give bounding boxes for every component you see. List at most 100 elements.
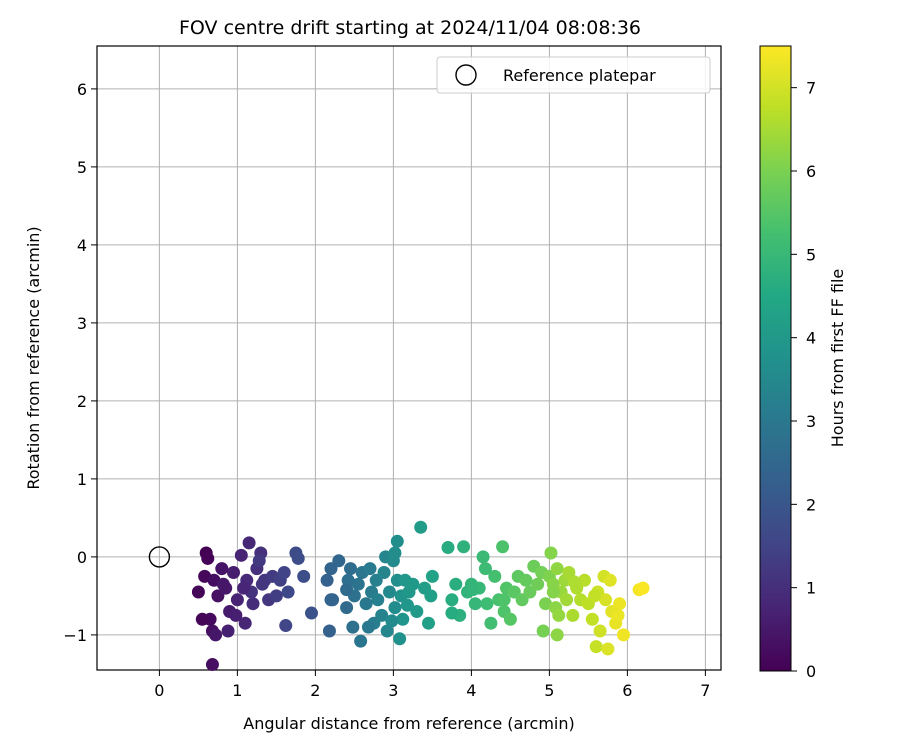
x-tick-label: 3 [388, 681, 398, 700]
data-point [281, 585, 295, 599]
data-point [201, 551, 215, 565]
data-point [636, 581, 650, 595]
data-point [322, 624, 336, 638]
colorbar-tick-label: 6 [806, 162, 816, 181]
data-point [601, 642, 615, 656]
data-point [478, 562, 492, 576]
x-tick-label: 6 [622, 681, 632, 700]
x-tick-label: 4 [466, 681, 476, 700]
data-point [396, 612, 410, 626]
data-point [536, 624, 550, 638]
data-point [424, 589, 438, 603]
data-point [468, 597, 482, 611]
data-point [209, 628, 223, 642]
data-point [205, 658, 219, 672]
data-point [544, 546, 558, 560]
data-point [359, 597, 373, 611]
data-point [503, 612, 517, 626]
data-point [588, 589, 602, 603]
data-point [617, 628, 630, 642]
data-point [445, 593, 459, 607]
legend-label-reference: Reference platepar [503, 66, 656, 85]
data-point [195, 612, 209, 626]
y-tick-label: 3 [77, 314, 87, 333]
data-point [238, 616, 252, 630]
data-point [589, 640, 603, 654]
data-point [252, 554, 266, 568]
colorbar-tick-label: 5 [806, 245, 816, 264]
chart-title: FOV centre drift starting at 2024/11/04 … [179, 17, 641, 39]
data-point [593, 624, 607, 638]
data-point [480, 597, 494, 611]
data-point [611, 608, 625, 622]
data-point [269, 589, 283, 603]
x-tick-label: 0 [154, 681, 164, 700]
y-tick-label: −1 [63, 626, 87, 645]
legend-reference-icon [455, 64, 477, 86]
data-point [340, 583, 354, 597]
colorbar-tick-label: 7 [806, 79, 816, 98]
data-point [216, 577, 230, 591]
data-point [279, 619, 293, 633]
data-point [400, 598, 414, 612]
colorbar-tick-label: 3 [806, 412, 816, 431]
legend: Reference platepar [436, 56, 711, 94]
data-point [560, 593, 574, 607]
data-point [519, 573, 533, 587]
data-point [388, 601, 402, 615]
data-point [297, 569, 311, 583]
x-axis-label: Angular distance from reference (arcmin) [243, 714, 574, 733]
data-point [531, 577, 545, 591]
colorbar-tick-label: 2 [806, 495, 816, 514]
colorbar-ticks: 0 1 2 3 4 5 6 7 [791, 79, 816, 681]
legend-box [436, 56, 711, 94]
reference-platepar-marker [148, 546, 171, 568]
data-point [390, 534, 404, 548]
data-point [351, 577, 365, 591]
data-point [550, 628, 564, 642]
data-point [340, 601, 354, 615]
data-point [393, 632, 407, 646]
colorbar [759, 45, 792, 672]
data-point [227, 566, 240, 579]
data-point [385, 614, 399, 628]
data-point [484, 616, 498, 630]
data-point [422, 616, 435, 630]
data-point [320, 573, 334, 587]
data-point [191, 585, 205, 599]
data-point [449, 577, 463, 591]
data-point [237, 581, 251, 595]
scatter-points [191, 520, 650, 672]
data-point [497, 593, 511, 607]
data-point [488, 569, 502, 583]
data-point [585, 612, 599, 626]
y-tick-label: 2 [77, 392, 87, 411]
data-point [496, 540, 510, 554]
data-point [466, 583, 480, 597]
plot-frame [96, 45, 722, 671]
data-point [546, 585, 560, 599]
data-point [229, 608, 243, 622]
colorbar-tick-label: 4 [806, 329, 816, 348]
data-point [346, 620, 360, 634]
data-point [599, 593, 613, 607]
y-tick-label: 0 [77, 548, 87, 567]
data-point [234, 548, 248, 562]
x-tick-label: 2 [310, 681, 320, 700]
data-point [242, 536, 256, 550]
data-point [567, 575, 581, 589]
data-point [552, 608, 566, 622]
data-point [457, 540, 471, 554]
data-point [550, 562, 564, 576]
data-point [354, 634, 368, 648]
data-point [476, 550, 490, 564]
data-point [371, 593, 385, 607]
data-point [410, 605, 424, 618]
data-point [383, 585, 396, 599]
data-point [445, 606, 459, 620]
data-point [291, 551, 305, 565]
y-tick-label: 6 [77, 80, 87, 99]
data-point [406, 577, 420, 591]
data-point [230, 593, 244, 607]
data-point [246, 597, 260, 611]
